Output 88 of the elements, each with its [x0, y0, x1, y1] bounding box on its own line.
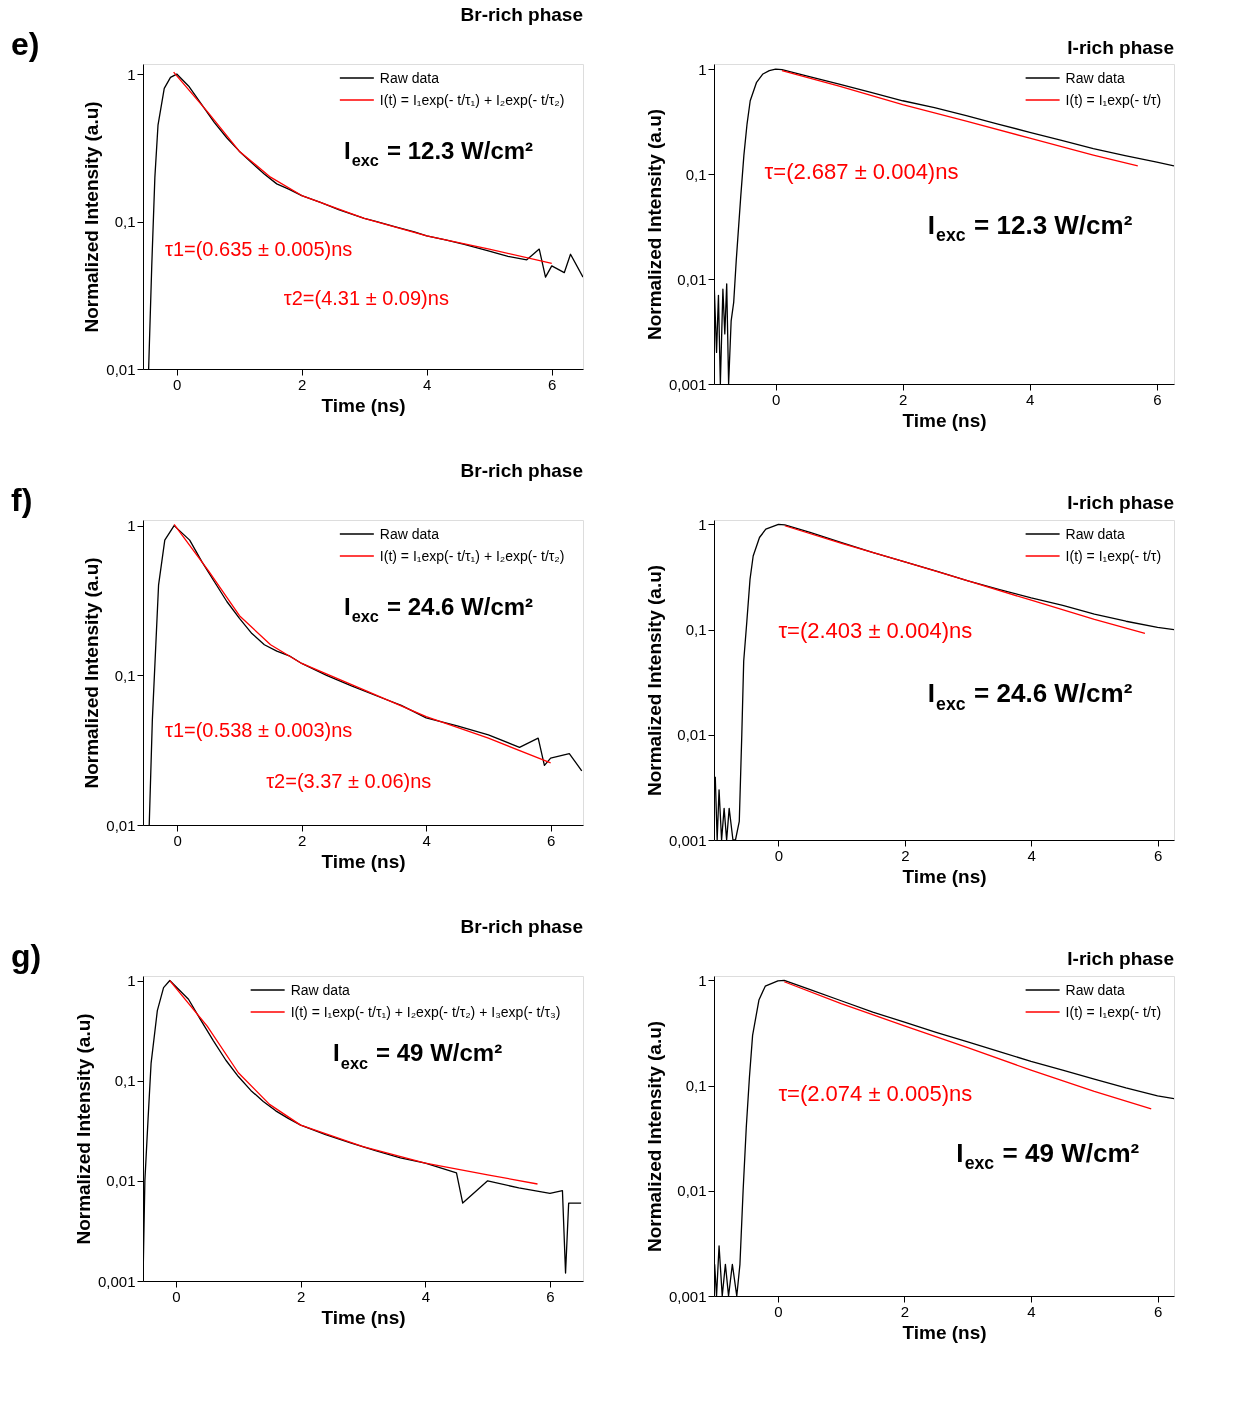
annotation: τ=(2.074 ± 0.005)ns — [778, 1080, 973, 1106]
legend-label: I(t) = I₁exp(- t/τ₁) + I₂exp(- t/τ₂) — [379, 92, 565, 108]
legend-label: I(t) = I₁exp(- t/τ₁) + I₂exp(- t/τ₂) — [379, 548, 565, 564]
x-axis-title: Time (ns) — [321, 394, 406, 416]
y-tick-label: 0,1 — [685, 165, 707, 183]
y-tick-label: 1 — [698, 971, 707, 989]
x-tick-label: 6 — [548, 375, 557, 393]
chart-title: Br-rich phase — [460, 915, 583, 937]
x-tick-label: 4 — [421, 1287, 430, 1305]
x-tick-label: 6 — [546, 831, 556, 849]
annotation: τ=(2.403 ± 0.004)ns — [778, 618, 973, 644]
x-tick-label: 0 — [173, 375, 182, 393]
y-axis-title: Normalized Intensity (a.u) — [643, 108, 665, 341]
x-tick-label: 0 — [774, 846, 784, 864]
y-tick-label: 0,1 — [114, 666, 136, 684]
x-tick-label: 6 — [1153, 390, 1162, 408]
y-tick-label: 0,001 — [97, 1272, 136, 1290]
text: f) — [11, 481, 33, 518]
y-axis-title: Normalized Intensity (a.u) — [81, 557, 103, 789]
y-tick-label: 0,01 — [106, 1172, 136, 1190]
y-tick-label: 1 — [698, 60, 707, 78]
text: e) — [11, 25, 40, 62]
x-axis-title: Time (ns) — [902, 409, 987, 431]
annotation: τ2=(4.31 ± 0.09)ns — [283, 286, 449, 309]
annotation: τ1=(0.635 ± 0.005)ns — [165, 238, 353, 261]
legend-label: Raw data — [1065, 982, 1125, 998]
x-tick-label: 0 — [173, 831, 182, 849]
legend-label: I(t) = I₁exp(- t/τ₁) + I₂exp(- t/τ₂) + I₃exp(- t/τ₃) — [290, 1004, 561, 1020]
x-tick-label: 6 — [546, 1287, 555, 1305]
chart-title: Br-rich phase — [460, 459, 583, 481]
x-tick-label: 2 — [297, 1287, 306, 1305]
y-tick-label: 0,01 — [677, 270, 707, 288]
y-tick-label: 0,01 — [677, 726, 707, 744]
y-tick-label: 0,1 — [685, 621, 707, 639]
legend-label: I(t) = I₁exp(- t/τ) — [1065, 92, 1162, 108]
x-tick-label: 0 — [771, 390, 781, 408]
legend-label: I(t) = I₁exp(- t/τ) — [1065, 1004, 1162, 1020]
x-tick-label: 2 — [298, 831, 307, 849]
x-tick-label: 2 — [900, 1302, 910, 1320]
y-tick-label: 0,01 — [106, 360, 136, 378]
x-tick-label: 6 — [1153, 1302, 1163, 1320]
x-axis-title: Time (ns) — [321, 1306, 406, 1328]
chart-title: I-rich phase — [1067, 37, 1174, 59]
x-tick-label: 0 — [172, 1287, 181, 1305]
annotation: τ1=(0.538 ± 0.003)ns — [165, 718, 353, 741]
x-tick-label: 2 — [901, 846, 910, 864]
legend-label: Raw data — [290, 982, 351, 998]
y-tick-label: 1 — [127, 517, 136, 535]
y-tick-label: 0,1 — [114, 213, 136, 231]
y-tick-label: 1 — [127, 972, 136, 990]
y-tick-label: 0,001 — [668, 1287, 707, 1305]
x-tick-label: 2 — [298, 375, 307, 393]
legend-label: I(t) = I₁exp(- t/τ) — [1065, 548, 1162, 564]
x-tick-label: 6 — [1153, 846, 1163, 864]
y-tick-label: 0,1 — [685, 1077, 707, 1095]
x-axis-title: Time (ns) — [902, 865, 987, 887]
y-axis-title: Normalized Intensity (a.u) — [643, 1020, 665, 1253]
line-series — [148, 524, 583, 825]
y-tick-label: 0,01 — [106, 816, 136, 834]
x-tick-label: 4 — [423, 375, 432, 393]
x-tick-label: 4 — [1026, 390, 1035, 408]
x-axis-title: Time (ns) — [902, 1321, 987, 1343]
x-axis-title: Time (ns) — [321, 850, 406, 872]
y-tick-label: 1 — [127, 65, 136, 83]
y-axis-title: Normalized Intensity (a.u) — [81, 101, 103, 333]
y-tick-label: 0,001 — [668, 375, 707, 393]
line-series — [147, 73, 583, 369]
x-tick-label: 0 — [774, 1302, 783, 1320]
y-tick-label: 0,01 — [677, 1182, 707, 1200]
chart-title: Br-rich phase — [460, 3, 583, 25]
x-tick-label: 4 — [422, 831, 431, 849]
y-tick-label: 1 — [698, 515, 707, 533]
legend-label: Raw data — [379, 70, 440, 86]
x-tick-label: 2 — [899, 390, 908, 408]
text: g) — [11, 937, 42, 974]
y-axis-title: Normalized Intensity (a.u) — [72, 1013, 94, 1245]
x-tick-label: 4 — [1027, 1302, 1036, 1320]
x-tick-label: 4 — [1027, 846, 1036, 864]
y-tick-label: 0,001 — [668, 831, 707, 849]
chart-title: I-rich phase — [1067, 948, 1174, 970]
legend-label: Raw data — [1065, 526, 1125, 542]
annotation: τ=(2.687 ± 0.004)ns — [764, 159, 959, 185]
legend-label: Raw data — [1065, 70, 1125, 86]
y-tick-label: 0,1 — [114, 1072, 136, 1090]
chart-title: I-rich phase — [1067, 492, 1174, 514]
annotation: τ2=(3.37 ± 0.06)ns — [266, 770, 432, 793]
y-axis-title: Normalized Intensity (a.u) — [643, 564, 665, 797]
legend-label: Raw data — [379, 526, 440, 542]
